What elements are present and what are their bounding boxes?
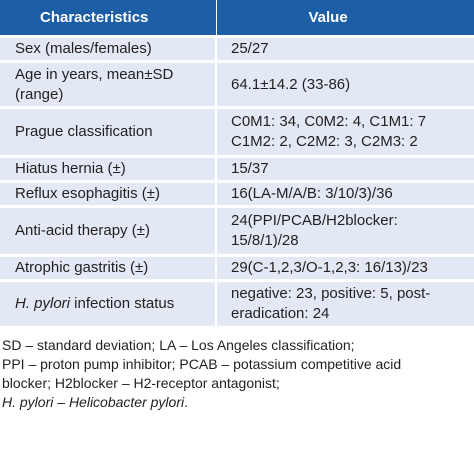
footnote-abbr: H. pylori [2, 394, 54, 410]
table-row: Atrophic gastritis (±) 29(C-1,2,3/O-1,2,… [0, 254, 474, 281]
row-value: 64.1±14.2 (33-86) [216, 60, 474, 108]
header-characteristics: Characteristics [0, 0, 217, 37]
table-row: Sex (males/females) 25/27 [0, 35, 474, 62]
footnote-line: PPI – proton pump inhibitor; PCAB – pota… [2, 356, 402, 372]
row-characteristic: Atrophic gastritis (±) [0, 254, 217, 281]
footnote-end: . [184, 394, 188, 410]
characteristics-table: Characteristics Value Sex (males/females… [0, 0, 474, 326]
footnote-line: H. pylori – Helicobacter pylori. [2, 393, 474, 412]
footnote-full: Helicobacter pylori [68, 394, 185, 410]
table-footnotes: SD – standard deviation; LA – Los Angele… [0, 336, 474, 412]
row-value: 25/27 [216, 35, 474, 62]
row-characteristic: Sex (males/females) [0, 35, 217, 62]
row-characteristic: Age in years, mean±SD (range) [0, 60, 217, 108]
row-characteristic: H. pylori infection status [0, 279, 217, 326]
table-row: Age in years, mean±SD (range) 64.1±14.2 … [0, 60, 474, 108]
table-row: Reflux esophagitis (±) 16(LA-M/A/B: 3/10… [0, 180, 474, 207]
row-value: negative: 23, positive: 5, post-eradicat… [216, 279, 474, 326]
h-pylori-italic: H. pylori [15, 295, 71, 312]
header-value: Value [216, 0, 474, 37]
row-characteristic-rest: infection status [70, 295, 175, 312]
footnote-line: SD – standard deviation; LA – Los Angele… [2, 337, 355, 353]
footnote-line: blocker; H2blocker – H2-receptor antagon… [2, 375, 280, 391]
table-row: H. pylori infection status negative: 23,… [0, 279, 474, 326]
table-row: Hiatus hernia (±) 15/37 [0, 155, 474, 182]
row-value: C0M1: 34, C0M2: 4, C1M1: 7 C1M2: 2, C2M2… [216, 106, 474, 157]
footnote-sep: – [53, 394, 69, 410]
row-characteristic: Hiatus hernia (±) [0, 155, 217, 182]
row-value: 29(C-1,2,3/O-1,2,3: 16/13)/23 [216, 254, 474, 281]
row-characteristic: Anti-acid therapy (±) [0, 205, 217, 256]
row-value: 15/37 [216, 155, 474, 182]
row-characteristic: Reflux esophagitis (±) [0, 180, 217, 207]
row-value: 24(PPI/PCAB/H2blocker: 15/8/1)/28 [216, 205, 474, 256]
row-value: 16(LA-M/A/B: 3/10/3)/36 [216, 180, 474, 207]
table-row: Anti-acid therapy (±) 24(PPI/PCAB/H2bloc… [0, 205, 474, 256]
row-characteristic: Prague classification [0, 106, 217, 157]
table-header-row: Characteristics Value [0, 0, 474, 37]
table-row: Prague classification C0M1: 34, C0M2: 4,… [0, 106, 474, 157]
